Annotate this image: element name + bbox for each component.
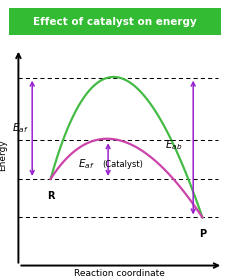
Text: Effect of catalyst on energy: Effect of catalyst on energy — [33, 17, 196, 27]
Text: P: P — [198, 229, 205, 239]
Text: $E_{af}$: $E_{af}$ — [12, 122, 29, 135]
Text: $E_{ab}$: $E_{ab}$ — [164, 138, 182, 152]
Text: R: R — [47, 191, 54, 201]
Text: Energy: Energy — [0, 139, 7, 171]
Text: $E_{af}$: $E_{af}$ — [78, 158, 94, 171]
Text: Reaction coordinate: Reaction coordinate — [74, 269, 164, 277]
Text: (Catalyst): (Catalyst) — [102, 160, 143, 169]
